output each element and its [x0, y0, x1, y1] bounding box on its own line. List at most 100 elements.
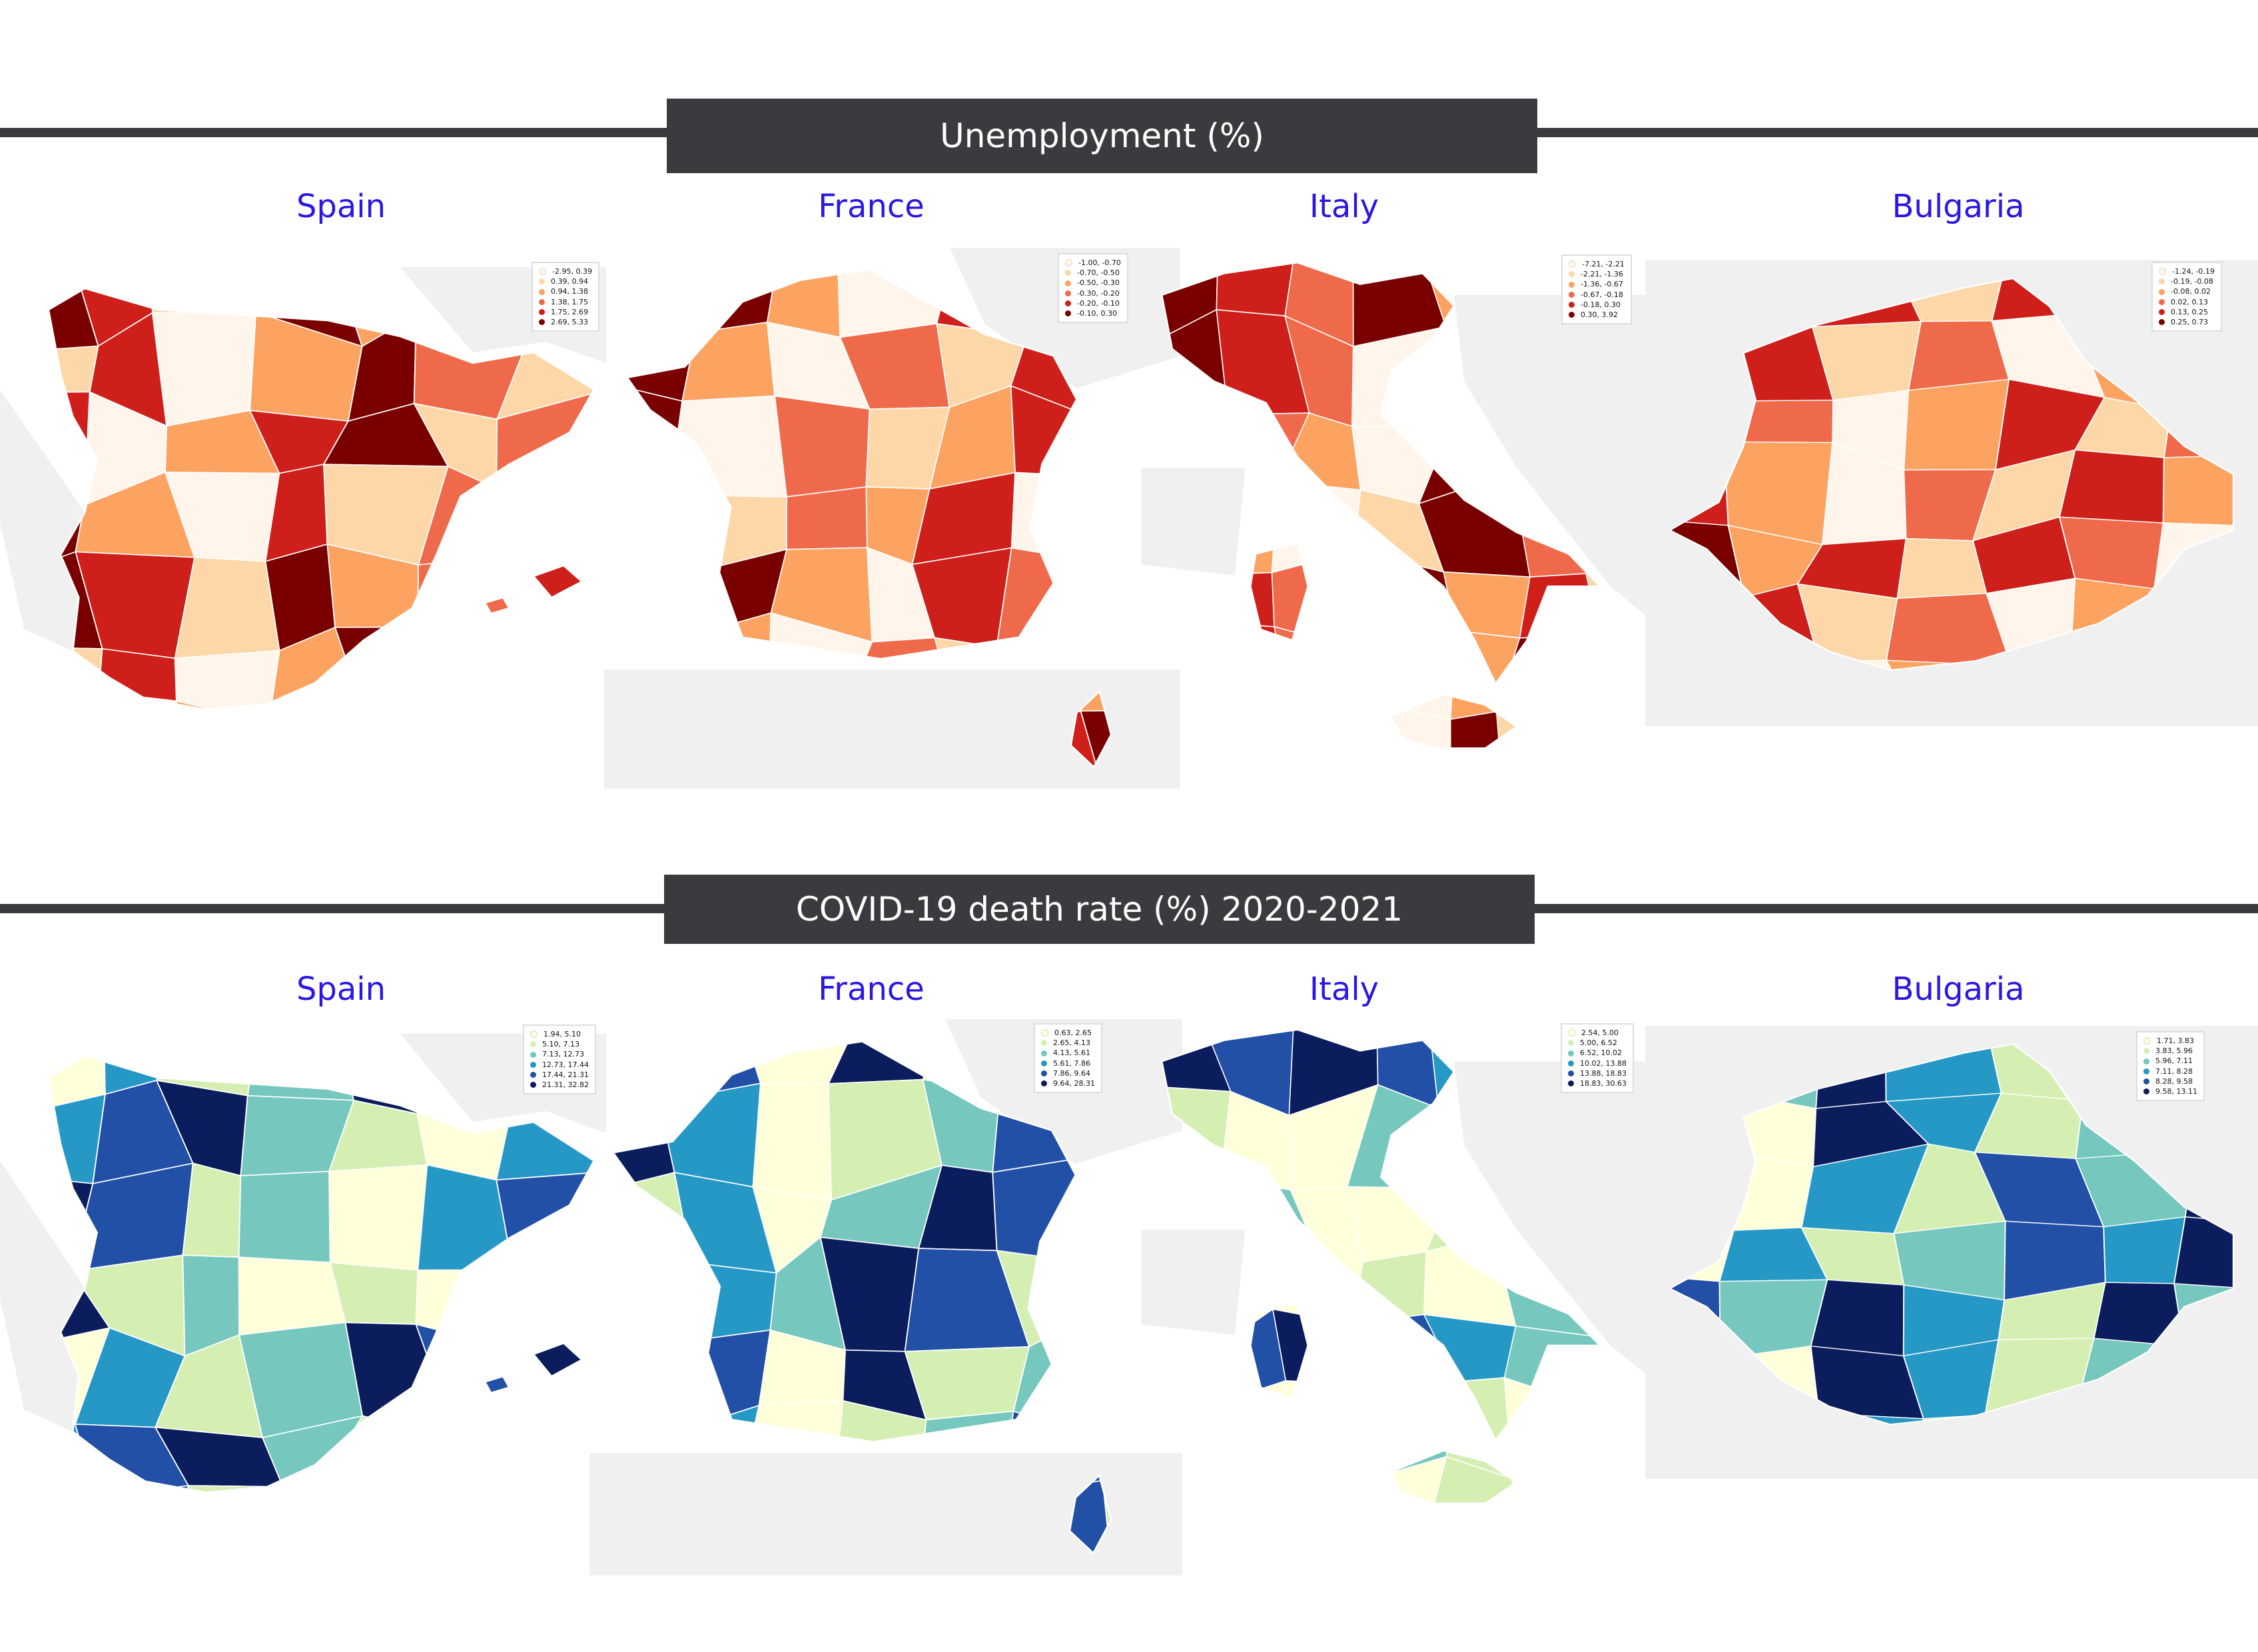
map-canvas [604, 248, 1180, 789]
legend-label: 6.52, 10.02 [1580, 1048, 1622, 1058]
legend-label: 5.00, 6.52 [1580, 1038, 1617, 1048]
map-region [1495, 707, 1601, 749]
map-region [1162, 692, 1212, 749]
legend-label: 13.88, 18.83 [1580, 1068, 1627, 1078]
map-region [1511, 1473, 1597, 1503]
country-outline [1390, 693, 1518, 749]
map-region [1903, 378, 2010, 471]
basemap-land [0, 390, 85, 651]
legend-swatch [2159, 288, 2165, 295]
map-region [1360, 629, 1457, 720]
country-outline [1668, 1043, 2235, 1426]
legend-swatch [2143, 1048, 2149, 1054]
map-region [175, 700, 270, 709]
legend-entry: 1.75, 2.69 [539, 307, 592, 317]
legend-swatch [1065, 300, 1071, 306]
legend-label: 9.64, 28.31 [1053, 1079, 1095, 1088]
section-title: COVID-19 death rate (%) 2020-2021 [795, 890, 1403, 929]
map-region [241, 723, 369, 789]
legend-swatch [2159, 308, 2165, 315]
map-region [1272, 1308, 1381, 1386]
legend-entry: 7.86, 9.64 [1041, 1068, 1095, 1078]
choropleth-map-france [604, 248, 1180, 789]
legend-entry: 21.31, 32.82 [530, 1080, 589, 1090]
map-region [996, 547, 1111, 648]
legend-swatch [530, 1061, 536, 1068]
legend-entry: 5.96, 7.11 [2143, 1056, 2197, 1066]
map-canvas [589, 1019, 1182, 1575]
map-legend: -1.24, -0.19 -0.19, -0.08 -0.08, 0.02 0.02,… [2151, 262, 2222, 332]
map-canvas [1141, 1029, 1663, 1504]
map-region [1271, 480, 1361, 574]
map-legend: 2.54, 5.00 5.00, 6.52 6.52, 10.02 10.02, 13… [1561, 1023, 1634, 1094]
map-legend: 1.94, 5.10 5.10, 7.13 7.13, 12.73 12.73, 17… [523, 1025, 596, 1095]
legend-entry: 1.71, 3.83 [2143, 1036, 2197, 1046]
legend-swatch [530, 1071, 536, 1078]
map-title-bulgaria: Bulgaria [1892, 971, 2025, 1008]
legend-entry: -2.95, 0.39 [539, 266, 592, 276]
map-region [613, 1340, 687, 1433]
section-title: Unemployment (%) [940, 117, 1264, 155]
map-region [274, 1478, 346, 1493]
country-outline [625, 268, 1078, 660]
map-region [329, 1262, 419, 1325]
basemap-land [1141, 1230, 1246, 1335]
legend-entry: 6.52, 10.02 [1568, 1048, 1627, 1058]
map-region [992, 1157, 1082, 1263]
country-outline [532, 1342, 583, 1378]
legend-entry: -0.18, 0.30 [1569, 300, 1625, 310]
legend-entry: 3.83, 5.96 [2143, 1046, 2197, 1056]
map-region [498, 552, 594, 649]
map-region [1810, 1279, 1905, 1357]
map-title-spain: Spain [296, 971, 386, 1008]
legend-swatch [1041, 1060, 1047, 1066]
legend-entry: 13.88, 18.83 [1568, 1068, 1627, 1078]
legend-label: 1.94, 5.10 [544, 1030, 581, 1038]
map-region [627, 564, 701, 652]
section-title-banner: Unemployment (%) [667, 99, 1537, 173]
map-title-france: France [818, 971, 925, 1008]
map-region [246, 1055, 355, 1101]
map-region [238, 1256, 346, 1336]
country-outline [1070, 689, 1112, 769]
map-region [149, 288, 257, 314]
legend-entry: 2.69, 5.33 [539, 317, 592, 327]
choropleth-map-france [589, 1019, 1182, 1575]
legend-label: -0.18, 0.30 [1581, 300, 1621, 309]
map-region [495, 488, 594, 564]
legend-entry: 2.54, 5.00 [1568, 1028, 1627, 1038]
legend-label: 7.86, 9.64 [1053, 1068, 1090, 1078]
map-canvas [1141, 261, 1663, 749]
map-title-italy: Italy [1309, 188, 1379, 225]
legend-swatch [1041, 1080, 1047, 1087]
legend-label: 8.28, 9.58 [2155, 1076, 2193, 1086]
legend-entry: -2.21, -1.36 [1569, 269, 1625, 279]
legend-swatch [1569, 281, 1575, 288]
map-canvas [0, 1033, 606, 1493]
map-region [48, 691, 100, 709]
legend-swatch [1041, 1029, 1048, 1037]
legend-label: 7.11, 8.28 [2155, 1066, 2193, 1076]
legend-swatch [2143, 1058, 2149, 1064]
country-outline [611, 1040, 1077, 1443]
map-canvas [1645, 260, 2258, 726]
legend-swatch [2159, 268, 2166, 276]
legend-swatch [1568, 1070, 1574, 1076]
map-region [2103, 1216, 2186, 1284]
legend-swatch [2143, 1037, 2151, 1045]
legend-label: 0.39, 0.94 [551, 277, 588, 286]
legend-swatch [539, 268, 546, 276]
legend-entry: 9.64, 28.31 [1041, 1078, 1095, 1088]
choropleth-map-bulgaria [1645, 260, 2258, 726]
legend-label: 2.69, 5.33 [551, 318, 588, 327]
map-region [827, 1041, 950, 1084]
legend-swatch [1569, 260, 1576, 268]
legend-swatch [2159, 319, 2165, 326]
legend-label: 5.61, 7.86 [1053, 1058, 1090, 1068]
map-region [182, 1162, 242, 1258]
map-region [1162, 563, 1233, 656]
map-canvas [1645, 1026, 2258, 1479]
country-outline [47, 1054, 595, 1493]
legend-label: -0.50, -0.30 [1077, 278, 1120, 288]
map-region [1216, 262, 1296, 317]
